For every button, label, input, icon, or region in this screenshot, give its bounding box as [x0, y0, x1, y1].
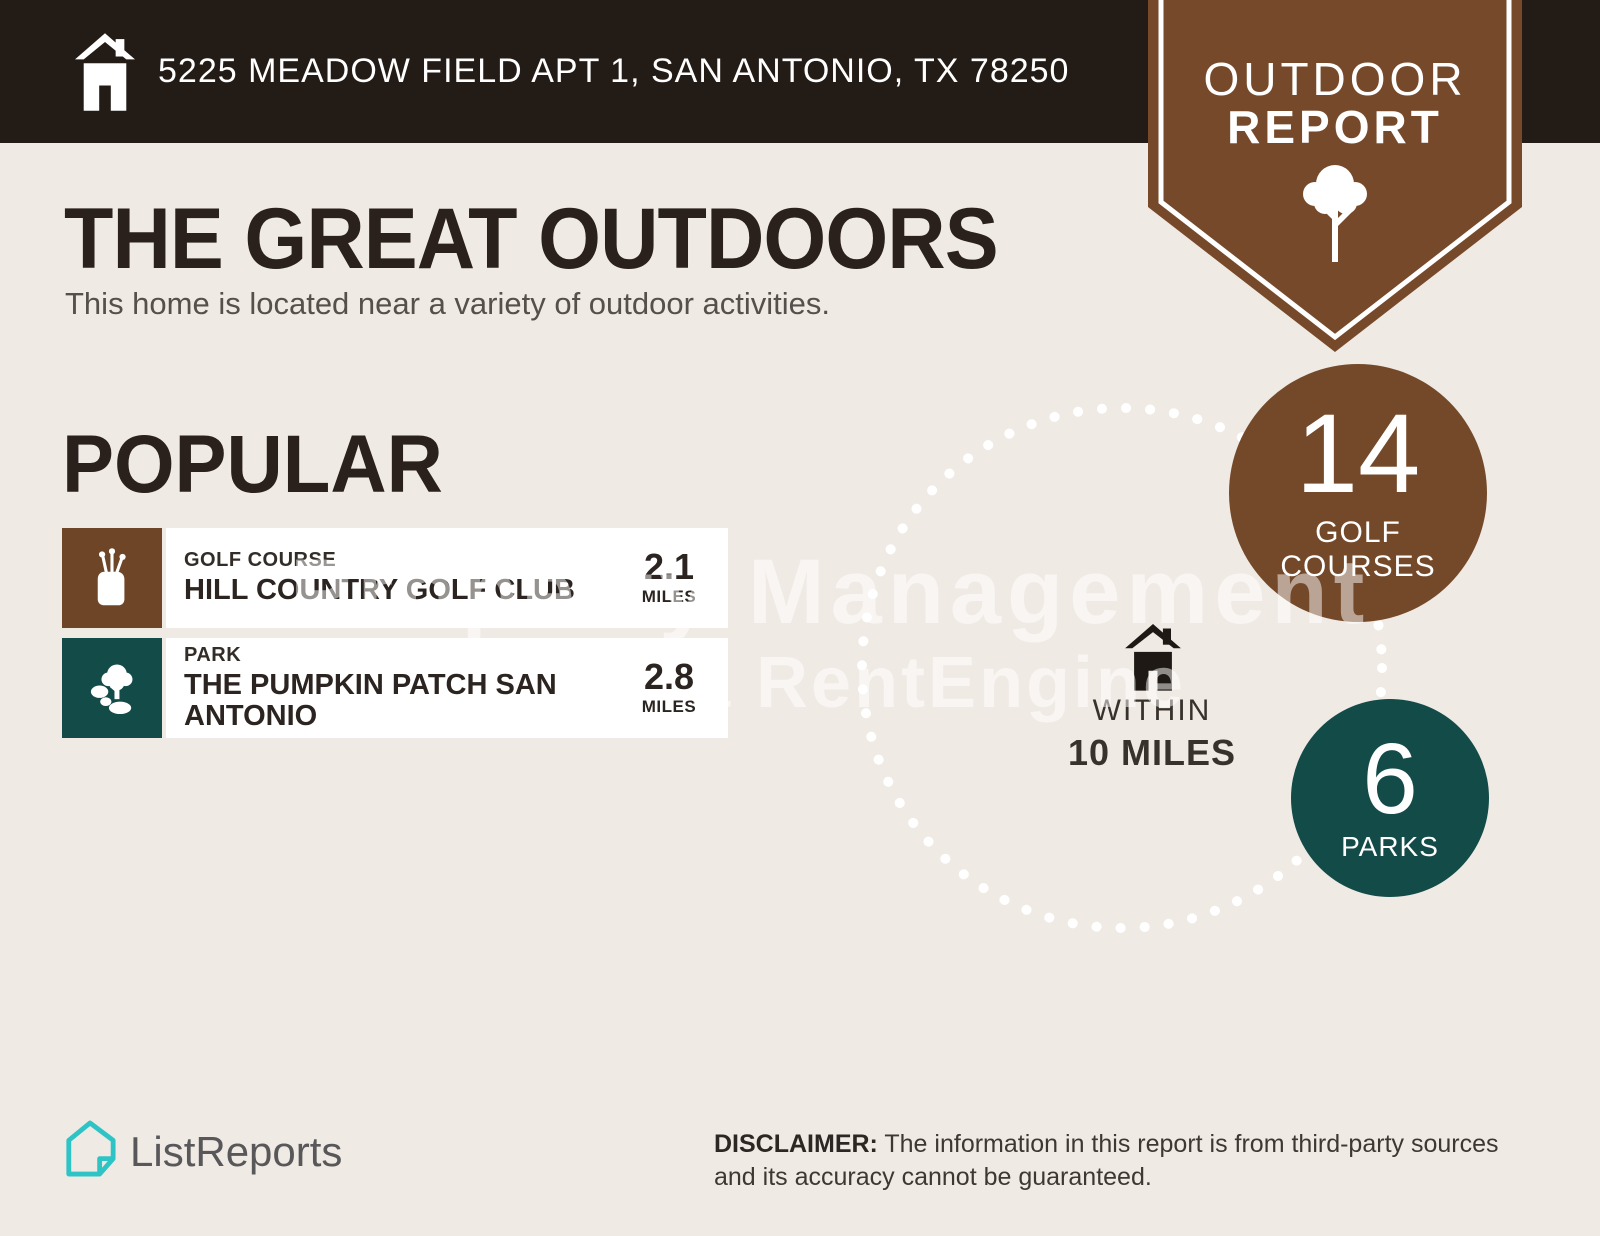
page-subtitle: This home is located near a variety of o… [65, 286, 831, 321]
list-item-body: PARK THE PUMPKIN PATCH SAN ANTONIO 2.8 M… [166, 638, 728, 738]
popular-list: GOLF COURSE HILL COUNTRY GOLF CLUB 2.1 M… [62, 528, 728, 738]
distance-unit: MILES [641, 697, 697, 716]
listreports-house-icon [63, 1120, 117, 1183]
popular-section-heading: POPULAR [62, 419, 443, 510]
page-title: THE GREAT OUTDOORS [64, 191, 999, 287]
watermark-line1: Property Management [290, 541, 1371, 643]
property-address: 5225 MEADOW FIELD APT 1, SAN ANTONIO, TX… [158, 52, 1070, 90]
golf-courses-stat-circle: 14 GOLF COURSES [1229, 364, 1487, 622]
list-item-category: PARK [184, 643, 242, 666]
badge-title-line2: REPORT [1227, 101, 1443, 153]
list-item-name: HILL COUNTRY GOLF CLUB [184, 574, 575, 607]
list-item-park: PARK THE PUMPKIN PATCH SAN ANTONIO 2.8 M… [62, 638, 728, 738]
distance-value: 2.8 [643, 656, 695, 697]
list-item-distance: 2.8 MILES [626, 659, 712, 717]
listreports-wordmark: ListReports [130, 1127, 343, 1175]
home-marker-icon [1124, 624, 1182, 701]
radius-label: 10 MILES [1067, 732, 1237, 773]
golf-courses-label: GOLF COURSES [1280, 515, 1436, 584]
list-item-body: GOLF COURSE HILL COUNTRY GOLF CLUB 2.1 M… [166, 528, 728, 628]
golf-bag-icon [62, 528, 162, 628]
within-radius-caption: WITHIN 10 MILES [1032, 694, 1272, 774]
list-item-distance: 2.1 MILES [626, 549, 712, 607]
outdoor-report-badge: OUTDOOR REPORT [1148, 0, 1522, 352]
parks-label: PARKS [1341, 831, 1439, 863]
tree-icon [1300, 158, 1370, 275]
disclaimer-body: The information in this report is from t… [714, 1130, 1499, 1191]
watermark-line2: a RentEngine [690, 643, 1187, 723]
parks-count: 6 [1362, 723, 1418, 836]
park-trees-icon [62, 638, 162, 738]
home-icon [75, 33, 135, 111]
list-item-golf-course: GOLF COURSE HILL COUNTRY GOLF CLUB 2.1 M… [62, 528, 728, 628]
distance-value: 2.1 [643, 546, 695, 587]
badge-title-line1: OUTDOOR [1203, 53, 1467, 105]
disclaimer-label: DISCLAIMER: [714, 1130, 878, 1158]
golf-courses-count: 14 [1295, 391, 1421, 517]
disclaimer-text: DISCLAIMER: The information in this repo… [714, 1128, 1534, 1194]
list-item-category: GOLF COURSE [184, 549, 337, 572]
parks-stat-circle: 6 PARKS [1291, 699, 1489, 897]
list-item-name: THE PUMPKIN PATCH SAN ANTONIO [184, 668, 557, 732]
distance-unit: MILES [641, 587, 697, 606]
within-label: WITHIN [1092, 694, 1212, 727]
listreports-logo: ListReports [63, 1120, 342, 1183]
